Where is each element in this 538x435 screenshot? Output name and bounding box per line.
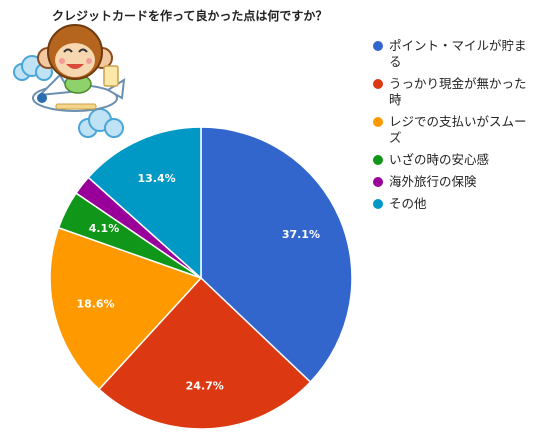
pie-slice	[97, 276, 312, 430]
legend-swatch	[373, 177, 383, 187]
chart-legend: ポイント・マイルが貯まる うっかり現金が無かった時 レジでの支払いがスムーズいざの時…	[373, 38, 538, 218]
slice-data-label: 18.6%	[76, 297, 114, 310]
legend-label: レジでの支払いがスムーズ	[389, 114, 527, 145]
slice-data-label: 4.1%	[89, 222, 120, 235]
legend-swatch	[373, 199, 383, 209]
legend-swatch	[373, 41, 383, 51]
legend-item: レジでの支払いがスムーズ	[373, 114, 538, 146]
legend-label: ポイント・マイルが貯まる	[389, 38, 527, 69]
pie-slice	[87, 126, 202, 280]
legend-item: いざの時の安心感	[373, 152, 538, 168]
legend-item: 海外旅行の保険	[373, 174, 538, 190]
slice-data-label: 37.1%	[282, 228, 320, 241]
legend-swatch	[373, 117, 383, 127]
legend-item: その他	[373, 196, 538, 212]
slice-data-label: 24.7%	[186, 380, 224, 393]
legend-swatch	[373, 155, 383, 165]
legend-swatch	[373, 79, 383, 89]
legend-label: いざの時の安心感	[389, 152, 490, 167]
monkey-icon	[37, 24, 119, 94]
pie-slice	[49, 226, 203, 391]
legend-item: ポイント・マイルが貯まる	[373, 38, 538, 70]
slice-data-label: 13.4%	[137, 172, 175, 185]
legend-label: うっかり現金が無かった時	[389, 76, 527, 107]
chart-title: クレジットカードを作って良かった点は何ですか？	[52, 9, 328, 23]
legend-item: うっかり現金が無かった時	[373, 76, 538, 108]
legend-label: 海外旅行の保険	[389, 174, 477, 189]
legend-label: その他	[389, 196, 427, 211]
pie-slice	[200, 126, 353, 384]
monkey-airplane-illustration	[13, 24, 126, 138]
